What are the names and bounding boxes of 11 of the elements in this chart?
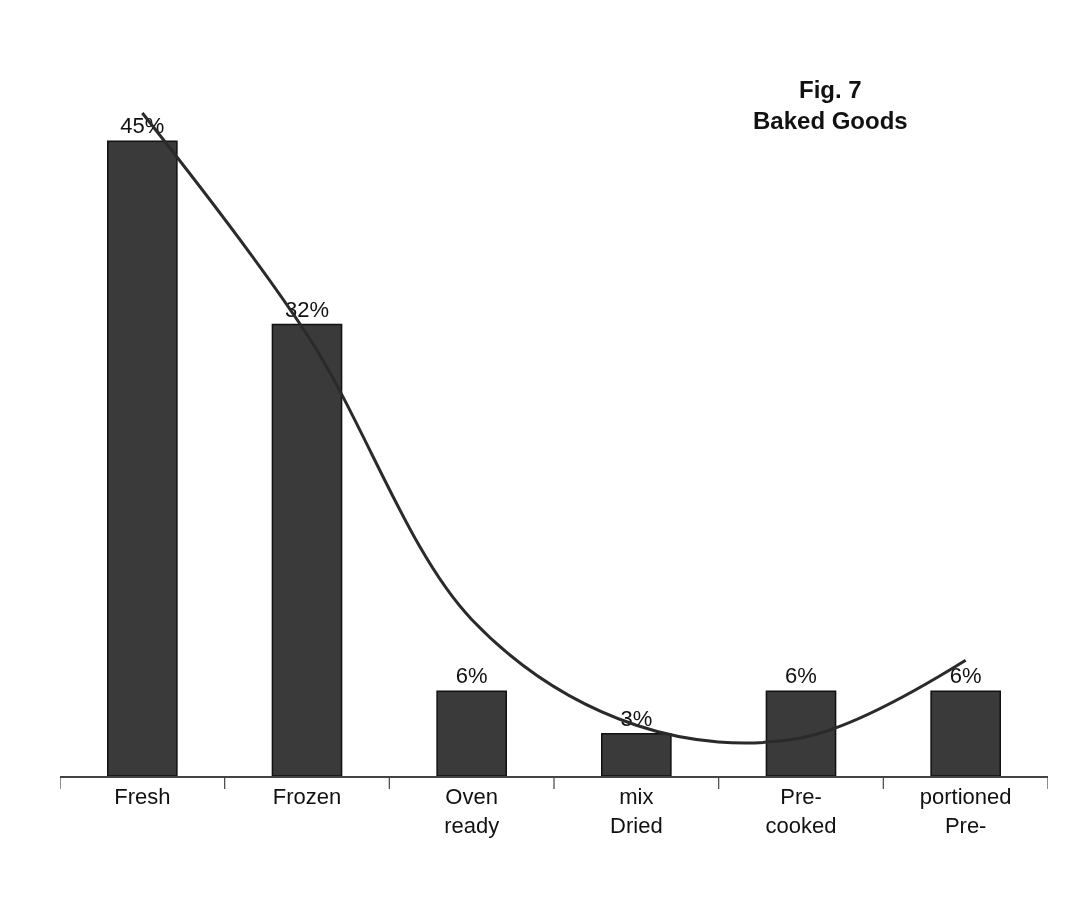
x-tick-label: mix Dried — [610, 784, 663, 838]
x-tick-label: Frozen — [272, 784, 342, 810]
chart-title: Fig. 7 Baked Goods — [753, 76, 908, 135]
x-tick-label: portioned Pre- — [919, 784, 1012, 838]
x-tick-label: Oven ready — [444, 784, 500, 838]
data-label: 3% — [620, 705, 653, 731]
data-label: 6% — [949, 663, 982, 689]
x-tick-label: Pre- cooked — [765, 784, 837, 838]
data-label: 6% — [785, 663, 817, 689]
x-tick-label: Fresh — [114, 784, 171, 810]
data-label: 6% — [455, 663, 488, 689]
